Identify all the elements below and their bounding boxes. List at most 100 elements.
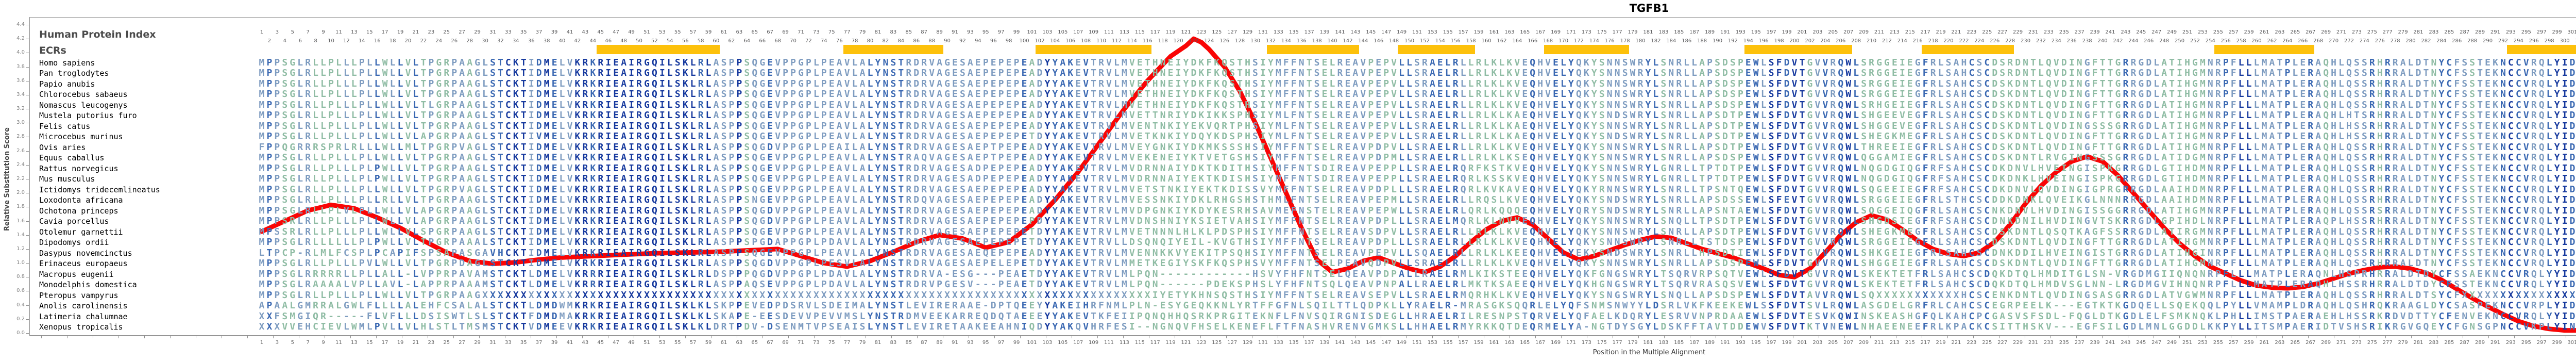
position-label-bottom: 265 xyxy=(2290,340,2300,346)
residue-run: CKT xyxy=(505,184,529,195)
residue-run: P xyxy=(2223,68,2231,78)
residue-run: V xyxy=(405,173,413,184)
residue-run: NRLL xyxy=(1668,237,1700,248)
residue-run: CKT xyxy=(505,99,529,110)
residue-run: ATIHGM xyxy=(2161,131,2208,142)
position-label-bottom: 167 xyxy=(1535,340,1546,346)
residue-run: Y xyxy=(1044,205,1053,216)
residue-run: LE xyxy=(2292,68,2308,78)
residue-run: PV xyxy=(1383,258,1399,269)
residue-run: P xyxy=(1707,57,1715,68)
residue-run: RGDL xyxy=(2130,89,2162,100)
residue-run: LL xyxy=(2238,268,2254,280)
position-label-top: 209 xyxy=(1859,29,1869,35)
residue-run: C xyxy=(1969,141,1977,153)
residue-run: RLSAH xyxy=(1930,110,1969,121)
residue-run: R xyxy=(1830,258,1838,269)
residue-run: SG xyxy=(282,152,298,163)
residue-run: HV xyxy=(1537,110,1553,121)
residue-run: RQ xyxy=(2531,173,2547,184)
residue-run: C xyxy=(1969,194,1977,205)
residue-run: LYNST xyxy=(867,216,906,226)
residue-run: P xyxy=(2284,258,2293,269)
residue-run: P xyxy=(1368,99,1376,110)
residue-run: SQ xyxy=(1321,279,1337,290)
residue-run: P xyxy=(2223,120,2231,132)
position-label-top: 143 xyxy=(1350,29,1361,35)
residue-run: L xyxy=(705,110,714,121)
residue-run: RALDT xyxy=(2392,216,2431,226)
residue-run: R xyxy=(2384,184,2393,195)
residue-run: P xyxy=(744,268,752,280)
residue-run: Q xyxy=(1460,184,1468,195)
position-label-bottom: 253 xyxy=(2197,340,2208,346)
residue-run: LMLF xyxy=(313,247,344,258)
residue-run: L xyxy=(1460,89,1468,100)
residue-run: V xyxy=(1815,57,1823,68)
residue-run: L xyxy=(389,141,398,153)
residue-run: R xyxy=(1830,141,1838,153)
residue-run: LQEA xyxy=(1337,268,1368,280)
residue-run: - xyxy=(405,268,413,280)
residue-run: VPPGPLPEAVLA xyxy=(775,205,868,216)
residue-run: LMAT xyxy=(2253,247,2285,258)
residue-run: - xyxy=(343,310,351,322)
residue-run: LL xyxy=(2238,68,2254,78)
residue-run: A xyxy=(2315,173,2324,184)
residue-run: FS xyxy=(2454,162,2470,174)
residue-run: EL xyxy=(1321,57,1337,68)
residue-run: SDSP xyxy=(1715,57,1745,68)
position-label-top: 211 xyxy=(1874,29,1885,35)
residue-run: QK xyxy=(1575,99,1591,110)
residue-run: LL xyxy=(1399,216,1415,226)
position-label-top: 99 xyxy=(1013,29,1020,35)
species-label: Microcebus murinus xyxy=(39,132,123,141)
residue-run: MFFN xyxy=(1275,99,1307,110)
position-label-top: 189 xyxy=(1705,29,1715,35)
position-label-top: 299 xyxy=(2552,29,2562,35)
species-label: Felis catus xyxy=(39,121,91,131)
residue-run: PL xyxy=(1383,216,1399,226)
position-label-bottom: 107 xyxy=(1073,340,1083,346)
residue-run: D xyxy=(1784,184,1792,195)
residue-run: W xyxy=(382,57,390,68)
position-label-bottom: 105 xyxy=(1058,340,1068,346)
residue-run: VETNNNLHLKLPDSPH xyxy=(1129,226,1253,237)
position-label-bottom: 29 xyxy=(474,340,481,346)
residue-run: IY xyxy=(1260,237,1276,248)
sequence-row: MPPSGLRLLPLLLPLLWLLVLTPGRPAAGLSTCKTIDMEL… xyxy=(259,153,2576,163)
residue-run: RQ xyxy=(2531,194,2547,205)
residue-run: LLPL xyxy=(313,99,344,110)
residue-run: HV xyxy=(1537,57,1553,68)
position-label-top: 210 xyxy=(1866,38,1877,44)
residue-run: SR xyxy=(282,226,298,237)
residue-run: T xyxy=(1699,216,1707,226)
position-label-bottom: 135 xyxy=(1289,340,1299,346)
residue-run: T xyxy=(1699,184,1707,195)
residue-run: REAV xyxy=(1337,173,1368,184)
position-label-top: 123 xyxy=(1196,29,1207,35)
residue-run: VT xyxy=(1791,226,1807,237)
residue-run: RIEAIRGQILSKL xyxy=(598,268,698,280)
residue-run: L xyxy=(413,78,421,89)
residue-run: A xyxy=(2469,268,2478,280)
position-label-top: 11 xyxy=(335,29,342,35)
residue-run: HLHSS xyxy=(2331,120,2369,132)
position-label-top: 182 xyxy=(1651,38,1661,44)
residue-run: A xyxy=(467,68,475,78)
residue-run: P xyxy=(428,173,436,184)
residue-run: M xyxy=(259,120,267,132)
position-label-top: 279 xyxy=(2398,29,2408,35)
position-label-top: 16 xyxy=(374,38,381,44)
residue-run: G xyxy=(1660,162,1669,174)
residue-run: L xyxy=(374,110,382,121)
position-label-bottom: 3 xyxy=(275,340,279,346)
residue-run: YL xyxy=(1645,216,1661,226)
residue-run: N xyxy=(2431,194,2439,205)
residue-run: E xyxy=(1376,78,1384,89)
residue-run: HLQSS xyxy=(2331,205,2369,216)
residue-run: LYNST xyxy=(867,152,906,163)
residue-run: YC xyxy=(2438,226,2454,237)
species-label: Erinaceus europaeus xyxy=(39,259,128,268)
residue-run: XX xyxy=(2531,289,2547,301)
